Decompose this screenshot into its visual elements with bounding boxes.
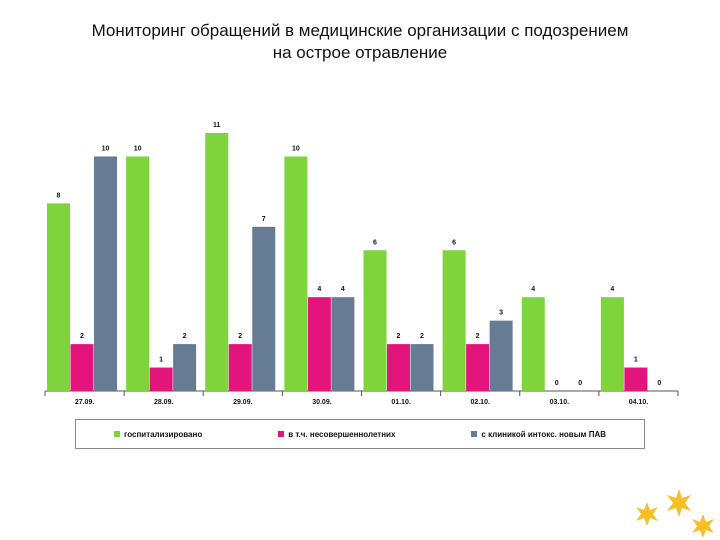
legend-label-new-substances: с клиникой интокс. новым ПАВ: [481, 429, 606, 439]
chart-title-line-2: на острое отравление: [272, 43, 448, 62]
legend-item-new-substances: с клиникой интокс. новым ПАВ: [471, 430, 606, 439]
bar-minors-5: [466, 344, 490, 391]
bar-hospitalized-7: [600, 297, 624, 391]
bar-hospitalized-4: [363, 250, 387, 391]
legend-swatch-hospitalized: [113, 431, 120, 437]
data-label-hospitalized-1: 10: [134, 145, 142, 152]
data-label-new-substances-3: 4: [341, 286, 345, 293]
x-tick-label: 27.09.: [75, 399, 95, 406]
bar-minors-1: [149, 367, 173, 391]
bar-hospitalized-2: [205, 133, 229, 391]
bar-minors-3: [307, 297, 331, 391]
x-tick-label: 30.09.: [312, 399, 332, 406]
data-label-minors-5: 2: [476, 333, 480, 340]
sparkle-icon-center: [667, 489, 691, 517]
legend-swatch-minors: [278, 431, 285, 437]
data-label-hospitalized-0: 8: [57, 192, 61, 199]
decorative-sparkle-icons: [636, 489, 714, 538]
bar-minors-7: [624, 367, 648, 391]
chart-title-line-1: Мониторинг обращений в медицинские орган…: [91, 21, 629, 40]
data-label-new-substances-1: 2: [183, 333, 187, 340]
sparkle-icon-left: [636, 502, 658, 526]
data-label-hospitalized-7: 4: [610, 286, 614, 293]
chart-legend: госпитализировано в т.ч. несовершеннолет…: [75, 419, 645, 449]
legend-label-minors: в т.ч. несовершеннолетних: [288, 429, 396, 439]
data-label-new-substances-4: 2: [420, 333, 424, 340]
x-tick-label: 04.10.: [629, 399, 649, 406]
data-label-minors-2: 2: [238, 333, 242, 340]
x-tick-label: 28.09.: [154, 399, 174, 406]
bar-hospitalized-5: [442, 250, 466, 391]
data-label-hospitalized-5: 6: [452, 239, 456, 246]
data-label-minors-0: 2: [80, 333, 84, 340]
x-tick-label: 01.10.: [391, 399, 411, 406]
bar-new-substances-5: [489, 320, 513, 391]
bar-new-substances-0: [94, 156, 117, 391]
data-label-new-substances-7: 0: [657, 380, 661, 387]
x-tick-label: 29.09.: [233, 399, 253, 406]
bar-minors-2: [228, 344, 252, 391]
x-tick-label: 03.10.: [550, 399, 570, 406]
chart-title: Мониторинг обращений в медицинские орган…: [0, 20, 720, 64]
data-label-minors-7: 1: [634, 357, 638, 364]
data-label-hospitalized-6: 4: [531, 286, 535, 293]
bar-new-substances-4: [410, 344, 434, 391]
data-label-minors-3: 4: [317, 286, 321, 293]
legend-item-hospitalized: госпитализировано: [113, 429, 203, 439]
x-tick-label: 02.10.: [470, 399, 490, 406]
bar-new-substances-2: [252, 226, 276, 391]
bar-hospitalized-3: [284, 156, 308, 391]
bar-minors-4: [387, 344, 410, 391]
bar-minors-0: [70, 344, 94, 391]
legend-item-minors: в т.ч. несовершеннолетних: [278, 430, 395, 439]
data-label-new-substances-0: 10: [102, 145, 110, 152]
data-label-new-substances-2: 7: [262, 216, 266, 223]
data-label-hospitalized-3: 10: [292, 145, 300, 152]
bar-hospitalized-0: [47, 203, 70, 391]
legend-swatch-new-substances: [471, 431, 478, 437]
data-label-minors-6: 0: [555, 380, 559, 387]
data-label-hospitalized-4: 6: [373, 239, 377, 246]
legend-label-hospitalized: госпитализировано: [123, 429, 203, 439]
data-label-hospitalized-2: 11: [213, 122, 221, 129]
bar-new-substances-1: [173, 344, 197, 391]
bar-hospitalized-1: [126, 156, 150, 391]
sparkle-icon-right: [692, 514, 714, 538]
data-label-new-substances-6: 0: [578, 380, 582, 387]
bar-hospitalized-6: [521, 297, 545, 391]
bar-new-substances-3: [331, 297, 355, 391]
data-label-new-substances-5: 3: [499, 310, 503, 317]
data-label-minors-1: 1: [159, 357, 163, 364]
data-label-minors-4: 2: [397, 333, 401, 340]
